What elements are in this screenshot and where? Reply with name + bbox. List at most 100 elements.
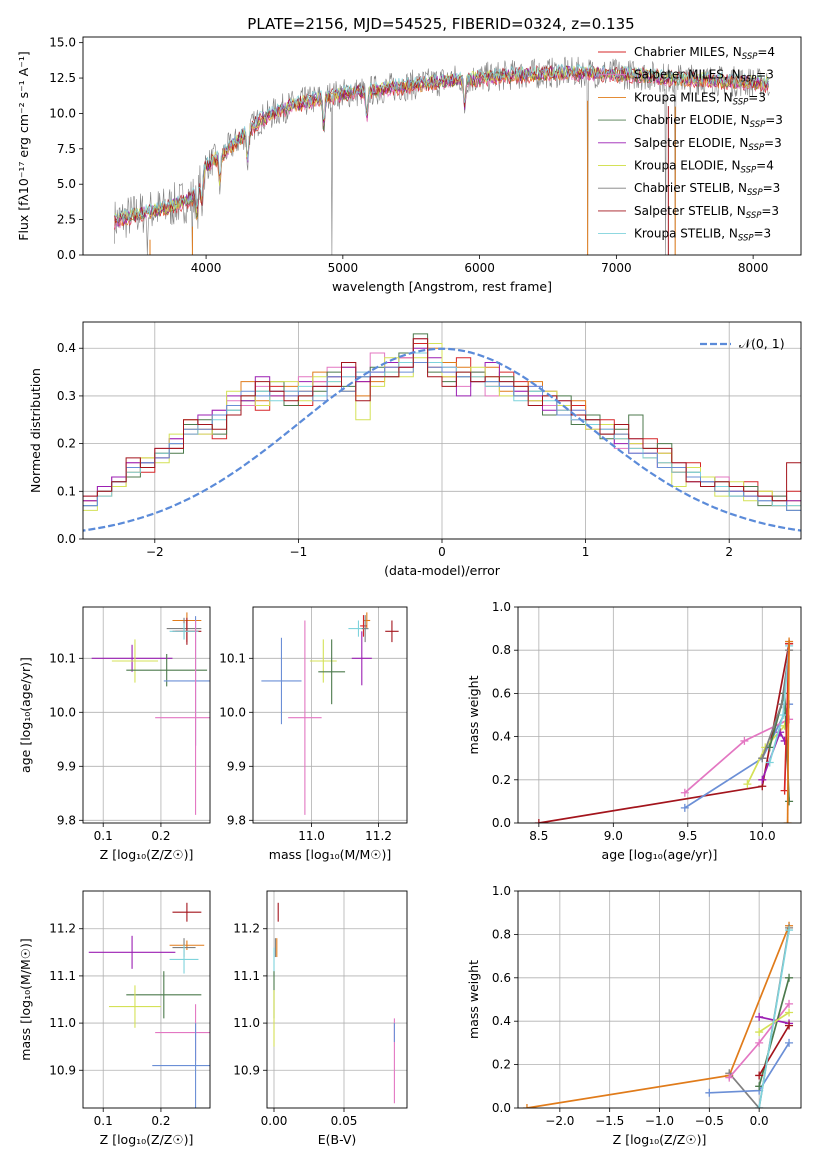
mass-weight-marker (680, 788, 689, 797)
legend-subscript: SSP (741, 75, 757, 85)
y-axis-label: Normed distribution (28, 368, 43, 493)
legend-entry: Chabrier MILES, NSSP=4 (634, 45, 775, 62)
grid-age_vs_mass (253, 607, 407, 823)
mass-weight-line (538, 643, 790, 823)
x-tick-label: −1.5 (595, 1114, 624, 1128)
y-tick-label: 0.0 (57, 532, 76, 546)
y-tick-label: 0.2 (492, 1058, 511, 1072)
legend-subscript: SSP (748, 143, 764, 153)
mass-weight-marker (534, 819, 543, 823)
mass-weight-marker (785, 637, 794, 646)
mass-weight-marker (705, 1088, 714, 1097)
mass-weight-line (786, 641, 790, 823)
mass-weight-line (758, 1025, 790, 1076)
legend-tail: =3 (765, 113, 783, 127)
legend-entry: Chabrier ELODIE, NSSP=3 (634, 113, 783, 130)
y-tick-label: 11.1 (49, 969, 76, 983)
legend-subscript: SSP (733, 97, 749, 107)
legend-tail: =3 (756, 68, 774, 82)
panel-spectrum: 4000 5000 6000 7000 8000 0.0 2.5 5.0 7.5 10.0 12.5… (16, 36, 802, 294)
y-axis-label: Flux [fλ10⁻¹⁷ erg cm⁻² s⁻¹ A⁻¹] (16, 51, 31, 240)
x-tick-label: 8000 (738, 261, 769, 275)
ticks-massweight_vs_Z: −2.0 −1.5 −1.0 −0.5 0.0 0.0 0.2 0.4 0.6 0.8 1.0 (492, 884, 769, 1128)
y-axis-label: mass weight (466, 960, 481, 1039)
x-axis-label: Z [log₁₀(Z/Z☉)] (613, 1132, 707, 1147)
y-tick-label: 10.0 (219, 705, 246, 719)
y-tick-label: 10.0 (49, 705, 76, 719)
legend-label: Chabrier MILES, N (634, 45, 742, 59)
plot-area-massweight_vs_Z (522, 921, 794, 1108)
axes-frame (82, 890, 211, 1109)
legend-subscript: SSP (742, 52, 758, 62)
y-tick-label: 0.0 (57, 248, 76, 262)
plot-area-mass_vs_ebv (273, 902, 395, 1104)
mass-weight-marker (755, 1104, 764, 1108)
y-axis-label: mass [log₁₀(M/M☉)] (18, 938, 33, 1060)
x-tick-label: 8.5 (529, 829, 548, 843)
y-tick-label: 7.5 (57, 142, 76, 156)
x-tick-label: 7000 (601, 261, 632, 275)
grid-mass_vs_Z (83, 891, 210, 1108)
y-tick-label: 12.5 (49, 71, 76, 85)
y-axis-label: age [log₁₀(age/yr)] (18, 657, 33, 773)
legend-entry: Salpeter MILES, NSSP=3 (634, 68, 774, 85)
residual-histogram-step (83, 343, 801, 511)
mass-weight-line (709, 1042, 790, 1094)
ticks-spectrum: 4000 5000 6000 7000 8000 0.0 2.5 5.0 7.5 10.0 12.5… (49, 36, 768, 275)
panel-age_vs_Z: 0.1 0.2 9.8 9.9 10.0 10.1 Z [log₁₀(Z/Z☉)] age [… (18, 606, 211, 862)
y-tick-label: 0.4 (492, 1014, 511, 1028)
legend-entry: Kroupa STELIB, NSSP=3 (634, 227, 771, 244)
y-tick-label: 0.3 (57, 389, 76, 403)
ticks-massweight_vs_age: 8.5 9.0 9.5 10.0 0.0 0.2 0.4 0.6 0.8 1.0 (492, 600, 776, 843)
x-tick-label: −2.0 (545, 1114, 574, 1128)
legend-tail: =3 (748, 90, 766, 104)
x-tick-label: −2 (146, 545, 164, 559)
mass-weight-marker (755, 1028, 764, 1037)
residual-legend: 𝒩(0, 1) (700, 336, 785, 351)
mass-weight-marker (758, 775, 767, 784)
axes-frame (82, 36, 802, 256)
mass-weight-line (526, 925, 790, 1108)
x-tick-label: 0.05 (331, 1114, 358, 1128)
axes-frame (82, 321, 802, 540)
mass-weight-marker (755, 1012, 764, 1021)
x-axis-label: Z [log₁₀(Z/Z☉)] (100, 847, 194, 862)
legend-label: Kroupa ELODIE, N (634, 159, 741, 173)
ticks-age_vs_Z: 0.1 0.2 9.8 9.9 10.0 10.1 (49, 651, 170, 843)
ticks-age_vs_mass: 11.0 11.2 9.8 9.9 10.0 10.1 (219, 651, 392, 843)
x-tick-label: 10.0 (749, 829, 776, 843)
mass-weight-marker (755, 1082, 764, 1091)
x-axis-label: E(B-V) (318, 1132, 357, 1147)
y-tick-label: 11.2 (49, 922, 76, 936)
x-axis-label: mass [log₁₀(M/M☉)] (269, 847, 391, 862)
axes-frame (517, 606, 802, 824)
mass-weight-marker (785, 1021, 794, 1030)
legend-tail: =3 (754, 227, 772, 241)
x-axis-label: age [log₁₀(age/yr)] (602, 847, 718, 862)
spectrum-legend: Chabrier MILES, NSSP=4 Salpeter MILES, NS… (598, 45, 783, 244)
legend-label: Chabrier STELIB, N (634, 181, 747, 195)
y-tick-label: 9.9 (227, 759, 246, 773)
x-axis-label: wavelength [Angstrom, rest frame] (332, 279, 552, 294)
mass-weight-marker (785, 1038, 794, 1047)
y-tick-label: 1.0 (492, 884, 511, 898)
panel-mass_vs_Z: 0.1 0.2 10.9 11.0 11.1 11.2 Z [log₁₀(Z/Z☉)] mas… (18, 890, 211, 1147)
y-tick-label: 11.2 (233, 922, 260, 936)
mass-weight-marker (758, 754, 767, 763)
mass-weight-marker (522, 1104, 531, 1108)
x-tick-label: 0.0 (750, 1114, 769, 1128)
grid-age_vs_Z (83, 607, 210, 823)
y-tick-label: 9.9 (57, 759, 76, 773)
legend-entry: Kroupa MILES, NSSP=3 (634, 90, 766, 107)
legend-entry: Salpeter ELODIE, NSSP=3 (634, 136, 782, 153)
mass-weight-line (758, 929, 790, 1108)
y-tick-label: 10.9 (233, 1063, 260, 1077)
y-tick-label: 15.0 (49, 36, 76, 50)
legend-label: Salpeter ELODIE, N (634, 136, 748, 150)
ticks-residuals: −2 −1 0 1 2 0.0 0.1 0.2 0.3 0.4 (57, 341, 733, 559)
mass-weight-marker (680, 803, 689, 812)
ticks-mass_vs_ebv: 0.00 0.05 10.9 11.0 11.1 11.2 (233, 922, 357, 1128)
y-tick-label: 0.6 (492, 971, 511, 985)
panel-mass_vs_ebv: 0.00 0.05 10.9 11.0 11.1 11.2 E(B-V) (233, 890, 408, 1147)
